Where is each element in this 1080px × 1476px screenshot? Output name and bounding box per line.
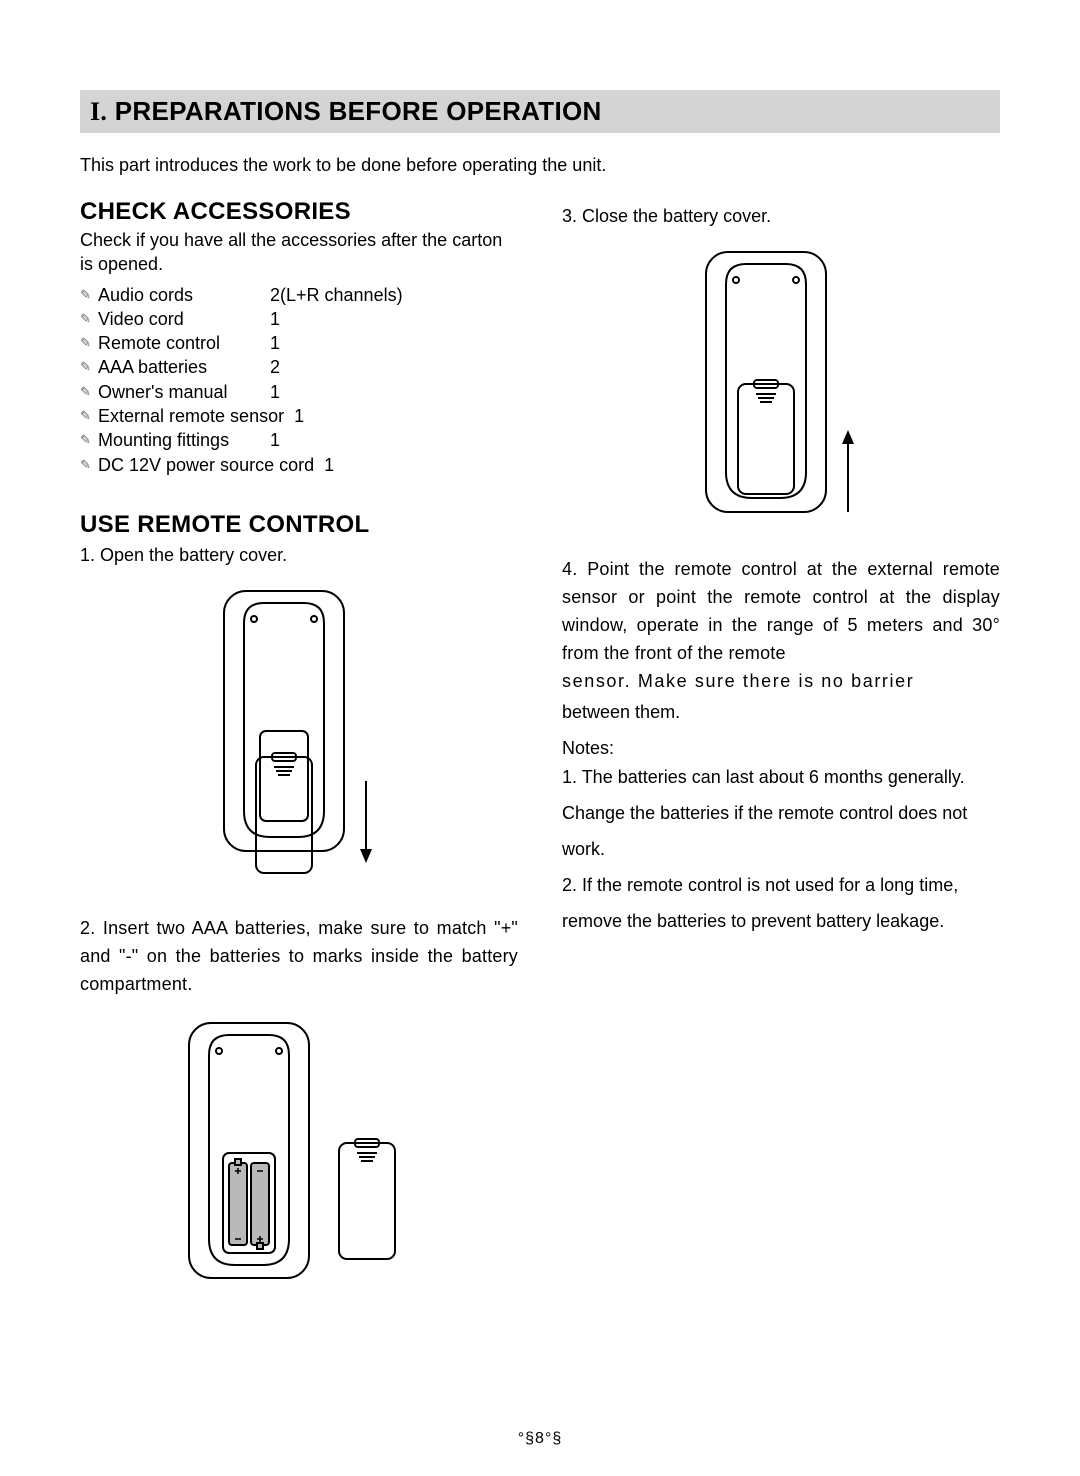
figure-insert-batteries [80,1013,518,1283]
bullet-icon: ✎ [80,404,98,428]
section-number: I. [90,97,107,126]
accessory-name: AAA batteries [98,355,270,379]
step-3-text: 3. Close the battery cover. [562,204,1000,228]
check-accessories-heading: CHECK ACCESSORIES [80,198,518,226]
list-item: ✎ Remote control 1 [80,331,518,355]
use-remote-section: USE REMOTE CONTROL 1. Open the battery c… [80,511,518,1283]
page-number: °§8°§ [0,1430,1080,1448]
remote-close-icon [676,242,886,542]
bullet-icon: ✎ [80,380,98,404]
bullet-icon: ✎ [80,428,98,452]
accessories-list: ✎ Audio cords 2(L+R channels) ✎ Video co… [80,283,518,477]
use-remote-heading: USE REMOTE CONTROL [80,511,518,539]
accessory-qty: 1 [270,331,280,355]
accessory-qty: 1 [270,428,280,452]
two-column-layout: CHECK ACCESSORIES Check if you have all … [80,198,1000,1297]
list-item: ✎ External remote sensor 1 [80,404,518,428]
list-item: ✎ AAA batteries 2 [80,355,518,379]
notes-heading: Notes: [562,738,1000,759]
list-item: ✎ Owner's manual 1 [80,380,518,404]
note-1b: Change the batteries if the remote contr… [562,795,1000,867]
accessory-name: Mounting fittings [98,428,270,452]
list-item: ✎ Video cord 1 [80,307,518,331]
accessory-name: Remote control [98,331,270,355]
section-banner: I. PREPARATIONS BEFORE OPERATION [80,90,1000,133]
accessory-qty: 1 [324,453,334,477]
bullet-icon: ✎ [80,307,98,331]
remote-batteries-icon [169,1013,429,1283]
list-item: ✎ Audio cords 2(L+R channels) [80,283,518,307]
figure-open-cover [80,581,518,901]
step-4-text-a: 4. Point the remote control at the exter… [562,556,1000,668]
bullet-icon: ✎ [80,283,98,307]
bullet-icon: ✎ [80,355,98,379]
note-1: 1. The batteries can last about 6 months… [562,759,1000,795]
right-column: 3. Close the battery cover. [562,198,1000,1297]
left-column: CHECK ACCESSORIES Check if you have all … [80,198,518,1297]
step-2-text: 2. Insert two AAA batteries, make sure t… [80,915,518,999]
accessory-qty: 2 [270,355,280,379]
accessory-qty: 1 [294,404,304,428]
accessory-name: DC 12V power source cord [98,453,314,477]
bullet-icon: ✎ [80,331,98,355]
list-item: ✎ Mounting fittings 1 [80,428,518,452]
bullet-icon: ✎ [80,453,98,477]
intro-text: This part introduces the work to be done… [80,155,1000,176]
accessory-qty: 1 [270,307,280,331]
step-1-text: 1. Open the battery cover. [80,543,518,567]
remote-open-icon [194,581,404,901]
section-title: PREPARATIONS BEFORE OPERATION [115,96,602,126]
accessory-name: External remote sensor [98,404,284,428]
figure-close-cover [562,242,1000,542]
step-4-text-b: sensor. Make sure there is no barrier [562,668,1000,696]
manual-page: I. PREPARATIONS BEFORE OPERATION This pa… [0,0,1080,1476]
accessory-qty: 2(L+R channels) [270,283,403,307]
accessory-name: Video cord [98,307,270,331]
notes-body: 1. The batteries can last about 6 months… [562,759,1000,939]
step-4-text-c: between them. [562,700,1000,724]
accessory-name: Audio cords [98,283,270,307]
check-accessories-sub: Check if you have all the accessories af… [80,228,518,277]
accessory-qty: 1 [270,380,280,404]
accessory-name: Owner's manual [98,380,270,404]
list-item: ✎ DC 12V power source cord 1 [80,453,518,477]
note-2: 2. If the remote control is not used for… [562,867,1000,939]
